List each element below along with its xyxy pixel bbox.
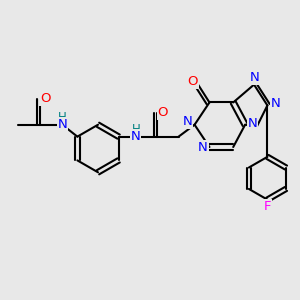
Text: O: O <box>157 106 168 119</box>
Text: N: N <box>271 98 281 110</box>
Text: N: N <box>57 118 67 131</box>
Text: H: H <box>58 111 67 124</box>
Text: O: O <box>40 92 51 105</box>
Text: F: F <box>264 200 271 213</box>
Text: H: H <box>131 123 140 136</box>
Text: N: N <box>250 71 260 84</box>
Text: O: O <box>187 75 198 88</box>
Text: N: N <box>248 117 257 130</box>
Text: N: N <box>131 130 141 143</box>
Text: N: N <box>198 140 208 154</box>
Text: N: N <box>182 115 192 128</box>
